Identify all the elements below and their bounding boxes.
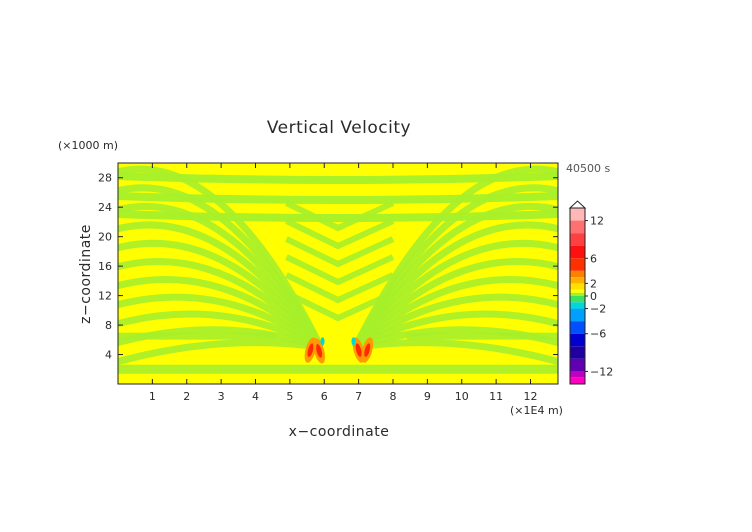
colorbar: 12 6 20−2 −6 −12: [568, 200, 613, 385]
velocity-core-peak: [355, 343, 362, 357]
x-tick-label: 11: [489, 390, 503, 403]
heatmap-band: [354, 339, 558, 366]
time-label: 40500 s: [566, 162, 610, 175]
colorbar-segment: [570, 208, 585, 221]
colorbar-segment: [570, 302, 585, 309]
colorbar-segment: [570, 358, 585, 372]
colorbar-segment: [570, 220, 585, 234]
colorbar-segment: [570, 245, 585, 259]
colorbar-tick-label: 12: [590, 215, 604, 228]
heatmap-band: [118, 192, 558, 204]
colorbar-tick-label: 0: [590, 290, 597, 303]
heatmap-band: [118, 276, 324, 350]
heatmap-band: [285, 218, 395, 250]
colorbar-segment: [570, 289, 585, 293]
plot-frame: [117, 162, 559, 385]
colorbar-tick-label: −2: [590, 303, 606, 316]
x-tick-label: 4: [252, 390, 259, 403]
colorbar-segment: [570, 292, 585, 296]
colorbar-segment: [570, 308, 585, 322]
y-axis: 4 8 12 16 20 24 28: [98, 172, 558, 362]
x-tick-label: 6: [321, 390, 328, 403]
velocity-core-peak: [307, 343, 314, 357]
velocity-core-negative: [351, 337, 356, 346]
colorbar-segment: [570, 277, 585, 284]
heatmap-band: [285, 290, 395, 322]
y-tick-label: 16: [98, 260, 112, 273]
x-tick-label: 7: [355, 390, 362, 403]
x-axis: 1 2 3 4 5 6 7 8 9 10 11 12: [149, 163, 538, 403]
heatmap-band: [285, 236, 395, 268]
heatmap-band: [353, 293, 558, 351]
y-tick-label: 28: [98, 172, 112, 185]
x-tick-label: 3: [218, 390, 225, 403]
colorbar-segment: [570, 333, 585, 347]
heatmap-band: [352, 258, 558, 350]
velocity-core-peak: [316, 344, 323, 358]
velocity-core-peak: [364, 343, 371, 357]
y-tick-label: 12: [98, 290, 112, 303]
chart-title: Vertical Velocity: [267, 118, 411, 138]
x-tick-label: 1: [149, 390, 156, 403]
x-axis-label: x−coordinate: [289, 424, 390, 440]
x-tick-label: 9: [424, 390, 431, 403]
heatmap-band: [285, 272, 395, 304]
colorbar-segment: [570, 233, 585, 246]
heatmap-plot-area: [117, 162, 559, 385]
y-tick-label: 20: [98, 231, 112, 244]
x-tick-label: 12: [524, 390, 538, 403]
colorbar-segment: [570, 283, 585, 290]
velocity-core-negative: [320, 337, 325, 346]
colorbar-tick-label: −12: [590, 365, 613, 378]
y-tick-label: 4: [105, 349, 112, 362]
x-tick-label: 5: [286, 390, 293, 403]
colorbar-segment: [570, 296, 585, 303]
heatmap-bands: [118, 165, 558, 374]
heatmap-band: [353, 310, 558, 351]
colorbar-segment: [570, 346, 585, 359]
colorbar-segment: [570, 321, 585, 334]
colorbar-segment: [570, 270, 585, 278]
x-tick-label: 2: [183, 390, 190, 403]
colorbar-tick-label: 6: [590, 252, 597, 265]
heatmap-band: [118, 339, 322, 366]
colorbar-segment: [570, 377, 585, 384]
y-unit-label: (×1000 m): [58, 139, 118, 152]
x-tick-label: 10: [455, 390, 469, 403]
x-tick-label: 8: [390, 390, 397, 403]
colorbar-segment: [570, 258, 585, 271]
heatmap-band: [118, 293, 323, 351]
heatmap-band: [118, 258, 324, 350]
colorbar-tick-label: −6: [590, 328, 606, 341]
y-axis-label: z−coordinate: [78, 224, 94, 324]
y-tick-label: 24: [98, 201, 112, 214]
colorbar-tick-label: 2: [590, 277, 597, 290]
heatmap-band: [118, 310, 323, 351]
colorbar-segment: [570, 371, 585, 378]
colorbar-arrow-top: [568, 200, 587, 209]
heatmap-band: [352, 276, 558, 350]
heatmap-band: [285, 200, 395, 232]
heatmap-band: [118, 210, 558, 222]
x-unit-label: (×1E4 m): [510, 404, 563, 417]
y-tick-label: 8: [105, 319, 112, 332]
heatmap-band: [285, 254, 395, 286]
